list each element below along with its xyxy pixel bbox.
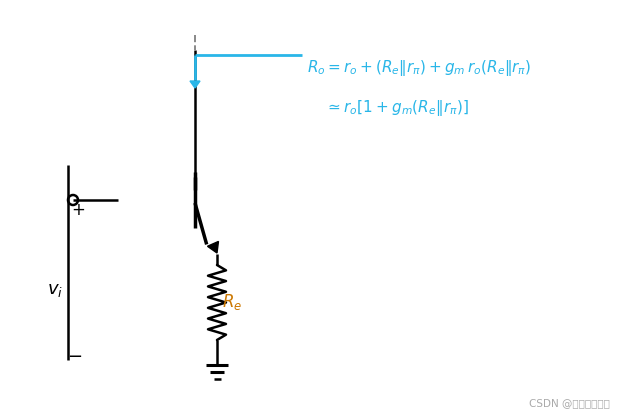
Polygon shape [190,81,200,88]
Text: $+$: $+$ [71,201,85,219]
Polygon shape [208,241,218,253]
Text: CSDN @爱寂寞的时光: CSDN @爱寂寞的时光 [529,398,610,408]
Text: $-$: $-$ [68,346,83,364]
Text: $R_o = r_o + (R_e\Vert r_\pi) + g_m\,r_o(R_e\Vert r_\pi)$: $R_o = r_o + (R_e\Vert r_\pi) + g_m\,r_o… [307,58,531,78]
Text: $\simeq r_o[1 + g_m(R_e\Vert r_\pi)]$: $\simeq r_o[1 + g_m(R_e\Vert r_\pi)]$ [325,98,469,118]
Text: $v_i$: $v_i$ [47,281,63,299]
Text: $R_e$: $R_e$ [222,292,242,312]
